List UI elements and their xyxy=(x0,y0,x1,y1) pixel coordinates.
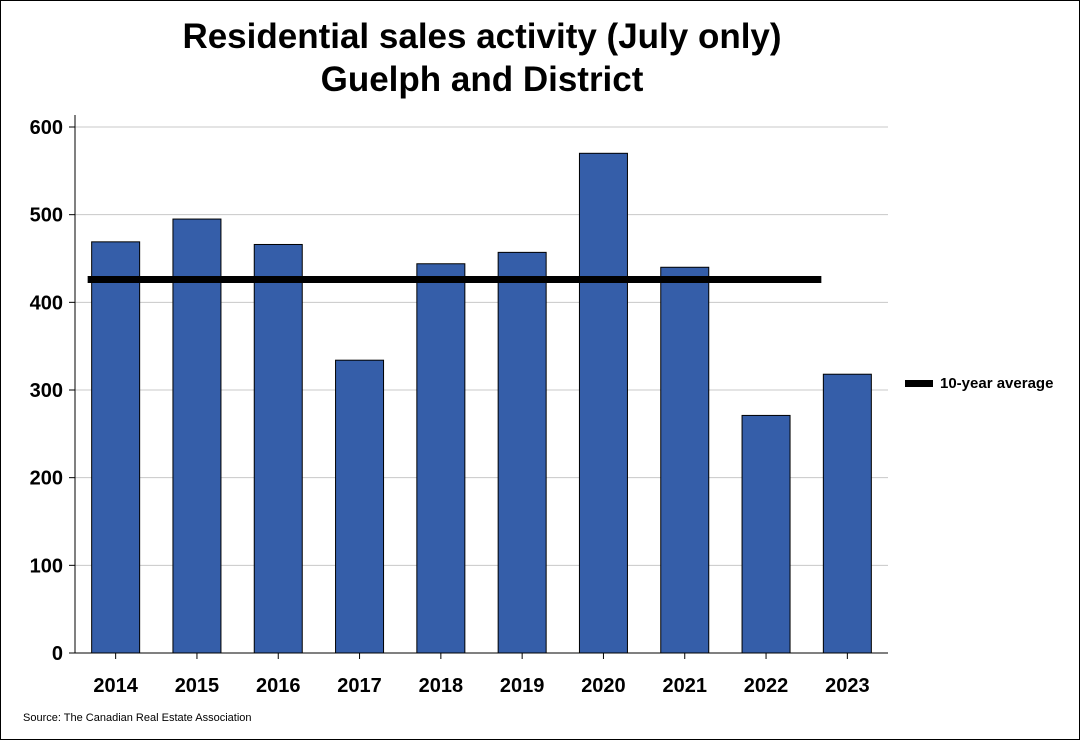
legend-label: 10-year average xyxy=(940,375,1054,392)
chart-title-line-2: Guelph and District xyxy=(320,60,644,99)
bar-2022 xyxy=(741,414,791,654)
x-tick-label-2015: 2015 xyxy=(175,675,220,697)
bar-2017 xyxy=(335,359,385,654)
bars xyxy=(91,152,872,654)
x-tick-label-2017: 2017 xyxy=(337,675,382,697)
chart-title: Residential sales activity (July only) G… xyxy=(1,15,963,101)
bar-2016 xyxy=(253,243,303,654)
x-tick-label-2022: 2022 xyxy=(744,675,789,697)
x-tick-label-2020: 2020 xyxy=(581,675,626,697)
tick-labels: 0 100 200 300 400 500 600 2014 2015 2016 2017 2018 2… xyxy=(30,117,870,697)
y-tick-label-100: 100 xyxy=(30,555,63,577)
x-tick-label-2014: 2014 xyxy=(93,675,138,697)
x-tick-label-2016: 2016 xyxy=(256,675,301,697)
bar-2019 xyxy=(497,251,547,654)
source-note: Source: The Canadian Real Estate Associa… xyxy=(23,712,252,724)
legend: 10-year average xyxy=(905,375,1053,392)
bar-2021 xyxy=(660,266,710,654)
y-tick-label-400: 400 xyxy=(30,292,63,314)
bar-2015 xyxy=(172,218,222,654)
bar-2023 xyxy=(822,373,872,654)
bar-2014 xyxy=(91,241,141,654)
y-tick-label-200: 200 xyxy=(30,468,63,490)
x-tick-label-2019: 2019 xyxy=(500,675,545,697)
x-tick-label-2021: 2021 xyxy=(663,675,708,697)
y-tick-label-300: 300 xyxy=(30,380,63,402)
y-tick-label-0: 0 xyxy=(52,643,63,665)
chart-title-line-1: Residential sales activity (July only) xyxy=(182,17,782,56)
x-tick-label-2018: 2018 xyxy=(419,675,464,697)
legend-swatch-10-year-average xyxy=(905,380,933,387)
bar-2020 xyxy=(578,152,628,654)
y-tick-label-600: 600 xyxy=(30,117,63,139)
axes xyxy=(69,115,888,659)
bar-2018 xyxy=(416,263,466,654)
x-tick-label-2023: 2023 xyxy=(825,675,870,697)
y-tick-label-500: 500 xyxy=(30,205,63,227)
